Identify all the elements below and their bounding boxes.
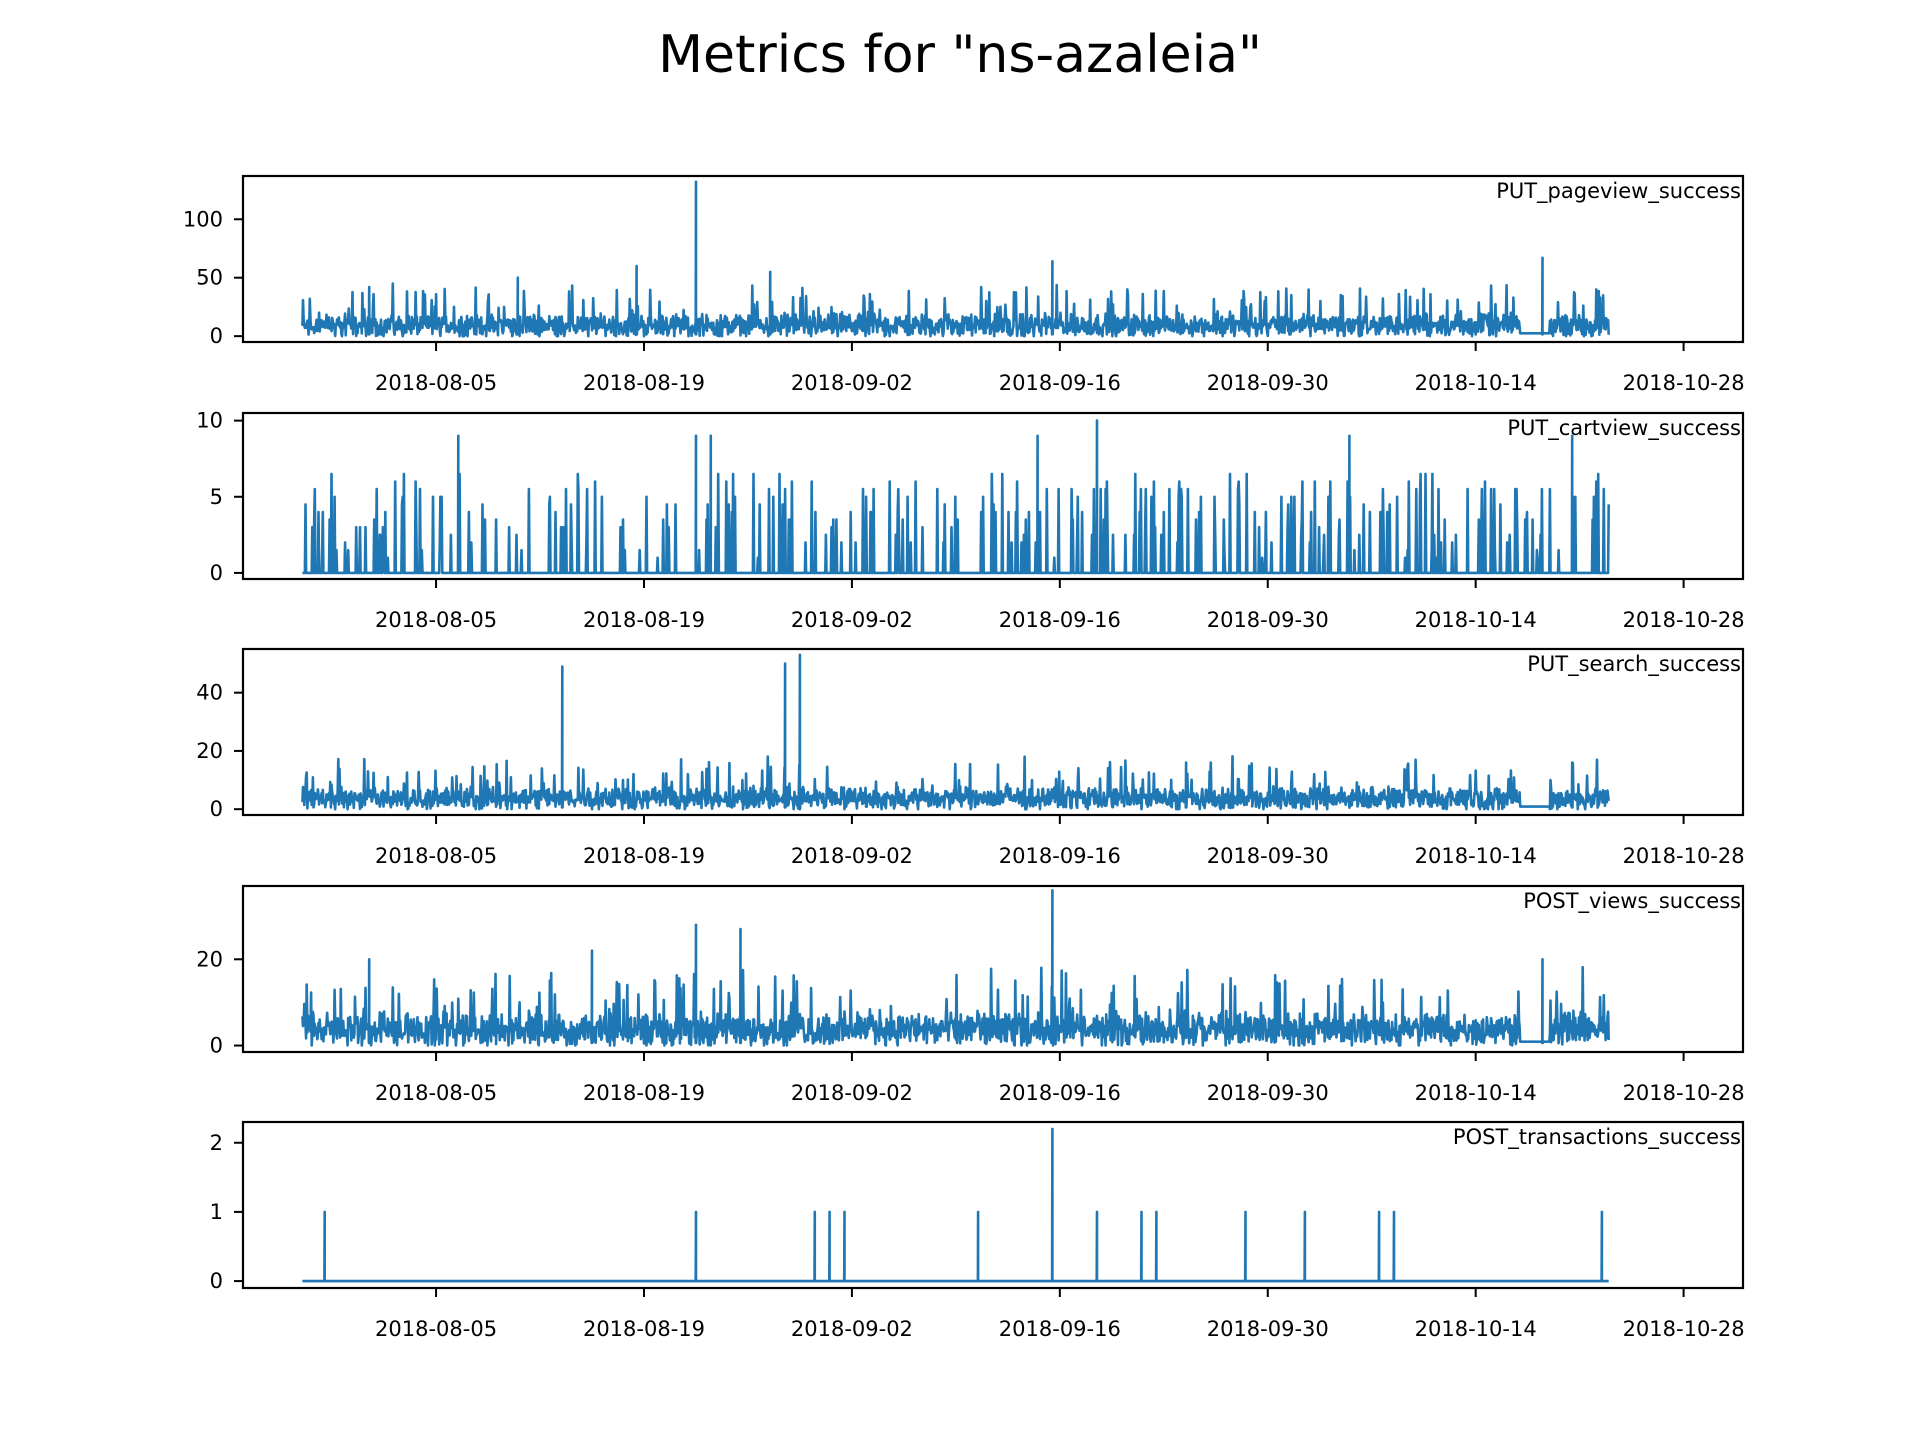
- x-tick-label: 2018-10-28: [1623, 371, 1745, 395]
- x-tick-label: 2018-08-19: [583, 844, 705, 868]
- plot-frame: [241, 647, 1745, 817]
- figure-title: Metrics for "ns-azaleia": [658, 25, 1262, 85]
- series-label: PUT_pageview_success: [1496, 179, 1741, 204]
- x-tick-label: 2018-08-19: [583, 371, 705, 395]
- x-tick-label: 2018-08-05: [375, 1081, 497, 1105]
- x-tick-label: 2018-09-16: [999, 371, 1121, 395]
- series-label: PUT_search_success: [1527, 652, 1741, 677]
- y-tick-label: 100: [183, 207, 223, 231]
- series-label: PUT_cartview_success: [1507, 416, 1741, 441]
- x-tick-label: 2018-10-14: [1415, 1081, 1537, 1105]
- series-line-PUT_cartview_success: [301, 419, 1610, 575]
- series-line-PUT_pageview_success: [301, 180, 1610, 338]
- y-tick-label: 0: [210, 1269, 223, 1293]
- x-tick-label: 2018-09-16: [999, 608, 1121, 632]
- plot-frame: [241, 884, 1745, 1054]
- series-label: POST_views_success: [1523, 889, 1741, 914]
- plot-frame: [241, 1120, 1745, 1290]
- series-label: POST_transactions_success: [1453, 1125, 1741, 1150]
- x-tick-label: 2018-10-28: [1623, 1317, 1745, 1341]
- subplot-POST_transactions_success: 2018-08-05 2018-08-19 2018-09-02 2018-09-16…: [210, 1120, 1745, 1341]
- x-tick-label: 2018-08-05: [375, 844, 497, 868]
- x-tick-label: 2018-09-02: [791, 844, 913, 868]
- x-tick-label: 2018-09-30: [1207, 1317, 1329, 1341]
- x-tick-label: 2018-10-28: [1623, 844, 1745, 868]
- series-line-PUT_search_success: [301, 653, 1610, 811]
- subplot-PUT_search_success: 2018-08-05 2018-08-19 2018-09-02 2018-09-16…: [196, 647, 1745, 868]
- y-tick-label: 20: [196, 947, 223, 971]
- series-line-POST_views_success: [301, 889, 1610, 1047]
- x-tick-label: 2018-09-30: [1207, 1081, 1329, 1105]
- y-tick-label: 0: [210, 324, 223, 348]
- subplot-stack: 2018-08-05 2018-08-19 2018-09-02 2018-09-16…: [183, 174, 1745, 1341]
- x-tick-label: 2018-08-19: [583, 608, 705, 632]
- x-tick-label: 2018-09-30: [1207, 608, 1329, 632]
- x-tick-label: 2018-08-05: [375, 371, 497, 395]
- y-tick-label: 0: [210, 797, 223, 821]
- x-tick-label: 2018-10-28: [1623, 1081, 1745, 1105]
- y-tick-label: 0: [210, 561, 223, 585]
- y-tick-label: 5: [210, 485, 223, 509]
- x-tick-label: 2018-09-16: [999, 1081, 1121, 1105]
- x-tick-label: 2018-09-02: [791, 371, 913, 395]
- x-tick-label: 2018-09-02: [791, 1317, 913, 1341]
- x-tick-label: 2018-09-30: [1207, 844, 1329, 868]
- x-tick-label: 2018-10-14: [1415, 1317, 1537, 1341]
- series-line-POST_transactions_success: [301, 1127, 1610, 1283]
- y-tick-label: 0: [210, 1034, 223, 1058]
- x-tick-label: 2018-09-30: [1207, 371, 1329, 395]
- x-tick-label: 2018-10-14: [1415, 608, 1537, 632]
- subplot-POST_views_success: 2018-08-05 2018-08-19 2018-09-02 2018-09-16…: [196, 884, 1745, 1105]
- y-tick-label: 20: [196, 739, 223, 763]
- subplot-PUT_cartview_success: 2018-08-05 2018-08-19 2018-09-02 2018-09-16…: [196, 409, 1744, 632]
- y-tick-label: 50: [196, 266, 223, 290]
- x-tick-label: 2018-08-19: [583, 1317, 705, 1341]
- x-tick-label: 2018-08-19: [583, 1081, 705, 1105]
- x-tick-label: 2018-10-14: [1415, 371, 1537, 395]
- x-tick-label: 2018-10-28: [1623, 608, 1745, 632]
- y-tick-label: 40: [196, 681, 223, 705]
- subplot-PUT_pageview_success: 2018-08-05 2018-08-19 2018-09-02 2018-09-16…: [183, 174, 1745, 395]
- x-tick-label: 2018-09-16: [999, 844, 1121, 868]
- x-tick-label: 2018-10-14: [1415, 844, 1537, 868]
- y-tick-label: 10: [196, 409, 223, 433]
- x-tick-label: 2018-09-16: [999, 1317, 1121, 1341]
- x-tick-label: 2018-09-02: [791, 608, 913, 632]
- y-tick-label: 1: [210, 1200, 223, 1224]
- x-tick-label: 2018-08-05: [375, 1317, 497, 1341]
- x-tick-label: 2018-08-05: [375, 608, 497, 632]
- y-tick-label: 2: [210, 1131, 223, 1155]
- x-tick-label: 2018-09-02: [791, 1081, 913, 1105]
- plot-frame: [241, 174, 1745, 344]
